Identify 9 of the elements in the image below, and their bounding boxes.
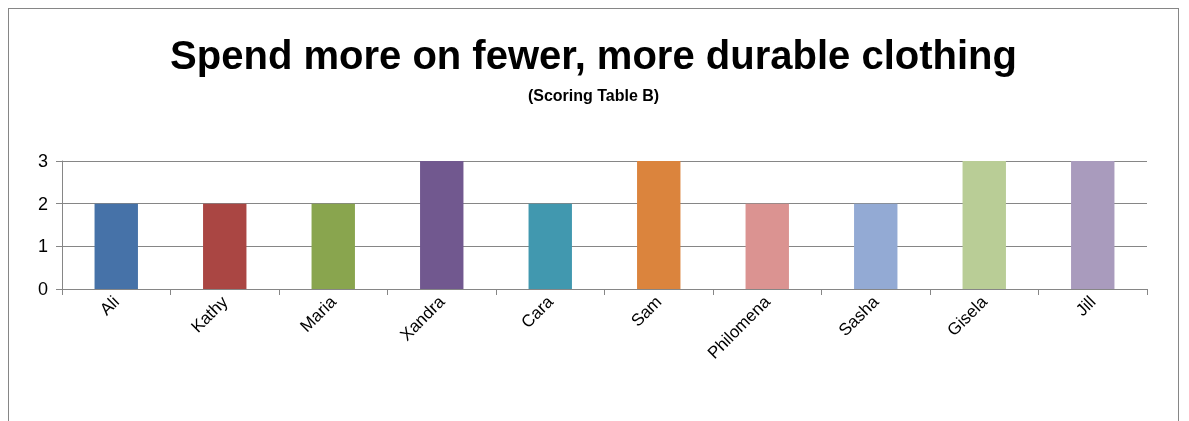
x-tick-label: Sam: [627, 292, 666, 331]
chart-title: Spend more on fewer, more durable clothing: [170, 33, 1017, 77]
x-tick-label: Ali: [96, 292, 123, 320]
y-tick-label: 2: [37, 193, 48, 214]
y-tick-label: 3: [37, 151, 48, 171]
chart-subtitle: (Scoring Table B): [527, 86, 660, 104]
x-tick-label: Jill: [1072, 292, 1100, 320]
y-tick-label: 0: [37, 279, 48, 299]
y-tick-label: 1: [37, 236, 48, 257]
